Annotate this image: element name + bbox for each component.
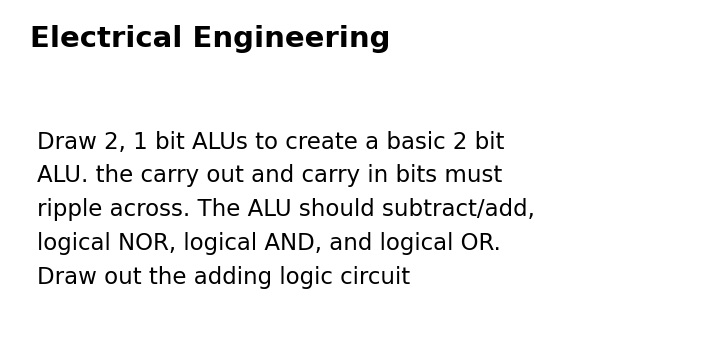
Text: Electrical Engineering: Electrical Engineering	[30, 25, 391, 53]
Text: Draw 2, 1 bit ALUs to create a basic 2 bit
ALU. the carry out and carry in bits : Draw 2, 1 bit ALUs to create a basic 2 b…	[37, 131, 535, 289]
